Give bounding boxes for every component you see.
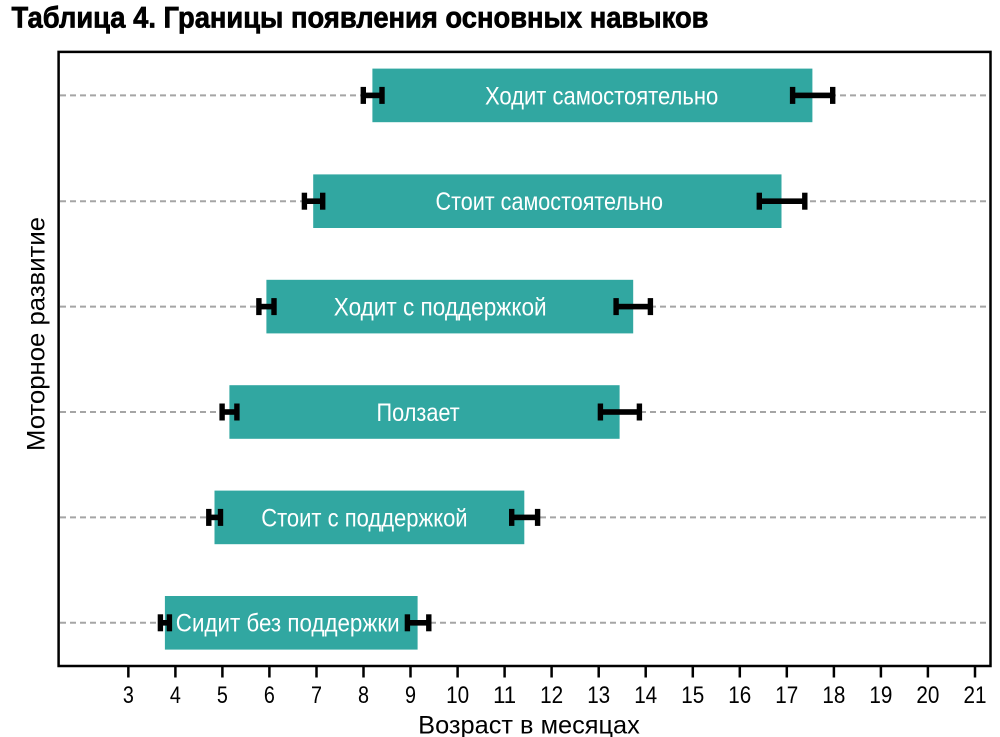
svg-text:15: 15 bbox=[681, 682, 704, 709]
svg-text:14: 14 bbox=[634, 682, 657, 709]
svg-text:Ходит с поддержкой: Ходит с поддержкой bbox=[334, 294, 547, 322]
svg-text:9: 9 bbox=[405, 682, 416, 709]
svg-text:Стоит самостоятельно: Стоит самостоятельно bbox=[436, 188, 664, 216]
svg-text:13: 13 bbox=[587, 682, 610, 709]
svg-text:Стоит с поддержкой: Стоит с поддержкой bbox=[261, 504, 467, 532]
svg-text:Таблица 4. Границы появления о: Таблица 4. Границы появления основных на… bbox=[12, 2, 709, 35]
svg-text:16: 16 bbox=[728, 682, 751, 709]
svg-text:11: 11 bbox=[493, 682, 516, 709]
svg-text:21: 21 bbox=[964, 682, 987, 709]
svg-text:12: 12 bbox=[540, 682, 563, 709]
svg-text:10: 10 bbox=[446, 682, 469, 709]
svg-text:5: 5 bbox=[217, 682, 228, 709]
svg-text:8: 8 bbox=[358, 682, 369, 709]
svg-text:Возраст в месяцах: Возраст в месяцах bbox=[418, 712, 640, 737]
svg-text:6: 6 bbox=[264, 682, 275, 709]
svg-text:20: 20 bbox=[916, 682, 939, 709]
svg-text:Ходит самостоятельно: Ходит самостоятельно bbox=[485, 82, 718, 110]
svg-text:Моторное развитие: Моторное развитие bbox=[23, 217, 51, 451]
svg-text:4: 4 bbox=[170, 682, 181, 709]
svg-text:18: 18 bbox=[822, 682, 845, 709]
svg-text:Ползает: Ползает bbox=[377, 399, 461, 427]
svg-text:3: 3 bbox=[123, 682, 134, 709]
svg-text:7: 7 bbox=[311, 682, 322, 709]
svg-text:17: 17 bbox=[775, 682, 798, 709]
svg-text:19: 19 bbox=[869, 682, 892, 709]
svg-text:Сидит без поддержки: Сидит без поддержки bbox=[176, 610, 400, 638]
